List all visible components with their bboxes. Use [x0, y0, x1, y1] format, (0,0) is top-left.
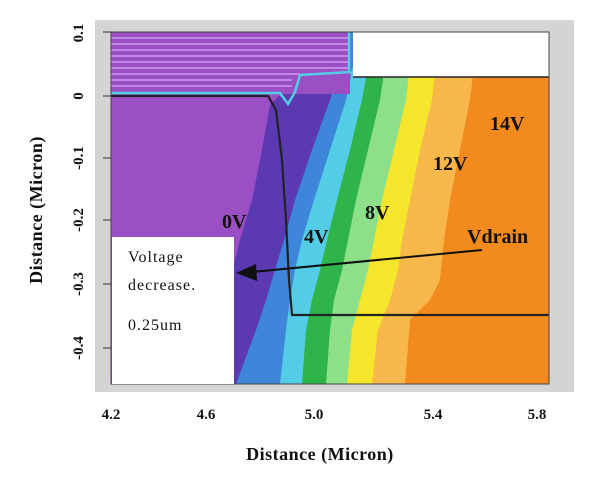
label-vdrain: Vdrain [467, 226, 528, 248]
plot-border [110, 31, 550, 385]
y-tick-label: -0.1 [71, 146, 87, 170]
gate-stack [111, 32, 350, 94]
y-axis-title: Distance (Micron) [26, 136, 47, 284]
y-tick-label: 0.1 [71, 24, 87, 43]
x-tick-label: 5.0 [305, 407, 324, 423]
x-axis: 4.2 4.6 5.0 5.4 5.8 Distance (Micron) [102, 407, 547, 465]
label-12v: 12V [433, 153, 468, 175]
y-axis: 0.1 0 -0.1 -0.2 -0.3 -0.4 Distance (Micr… [26, 24, 111, 360]
gate-stripes [111, 37, 350, 87]
y-tick-label: -0.4 [71, 336, 87, 360]
annotation-line-1: Voltage [128, 249, 184, 266]
annotation-line-3: 0.25um [128, 317, 182, 334]
x-tick-label: 5.8 [528, 407, 547, 423]
label-8v: 8V [365, 202, 390, 224]
junction-line [111, 94, 549, 317]
voltage-decrease-arrow [236, 249, 483, 281]
y-tick-label: 0 [71, 92, 87, 100]
label-0v: 0V [222, 211, 247, 233]
x-axis-title: Distance (Micron) [246, 444, 394, 465]
label-14v: 14V [490, 113, 525, 135]
x-tick-label: 5.4 [424, 407, 443, 423]
x-tick-label: 4.2 [102, 407, 121, 423]
y-tick-label: -0.2 [71, 208, 87, 232]
label-4v: 4V [304, 226, 329, 248]
drain-contact-region [353, 32, 549, 77]
x-tick-label: 4.6 [197, 407, 216, 423]
annotation-box [112, 237, 234, 384]
y-tick-label: -0.3 [71, 272, 87, 296]
annotation-line-2: decrease. [128, 277, 196, 294]
